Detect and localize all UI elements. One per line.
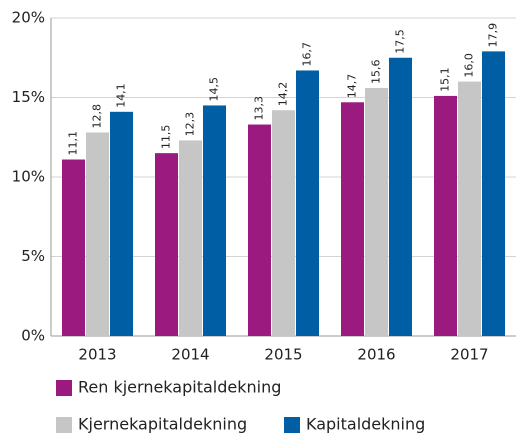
value-label: 14,1 — [115, 83, 128, 108]
legend-label: Kjernekapitaldekning — [78, 415, 247, 434]
bar — [296, 70, 319, 336]
value-label: 15,1 — [439, 67, 452, 92]
bar — [86, 132, 109, 336]
value-label: 12,3 — [184, 112, 197, 137]
bar — [62, 159, 85, 336]
legend-swatch — [284, 417, 300, 433]
y-tick-label: 15% — [12, 88, 45, 106]
legend-swatch — [56, 417, 72, 433]
bar — [110, 111, 133, 336]
bar — [272, 110, 295, 336]
y-tick-label: 0% — [21, 327, 45, 345]
bar — [434, 95, 457, 336]
x-tick-label: 2015 — [264, 346, 302, 364]
x-tick-label: 2014 — [171, 346, 209, 364]
value-label: 16,7 — [301, 42, 314, 67]
bar — [179, 140, 202, 336]
bar — [341, 102, 364, 337]
bar — [155, 153, 178, 336]
legend-swatch — [56, 380, 72, 396]
x-tick-label: 2017 — [450, 346, 488, 364]
value-label: 14,5 — [208, 77, 221, 102]
bar — [365, 87, 388, 337]
x-tick-label: 2016 — [357, 346, 395, 364]
value-label: 14,7 — [346, 74, 359, 99]
value-label: 11,1 — [67, 131, 80, 156]
legend-label: Kapitaldekning — [306, 415, 425, 434]
value-label: 14,2 — [277, 82, 290, 107]
value-label: 15,6 — [370, 59, 383, 84]
y-tick-label: 10% — [12, 168, 45, 186]
bar — [203, 105, 226, 336]
value-label: 13,3 — [253, 96, 266, 121]
value-label: 17,5 — [394, 29, 407, 54]
value-label: 16,0 — [463, 53, 476, 78]
bar — [389, 57, 412, 336]
y-tick-label: 5% — [21, 247, 45, 265]
y-tick-label: 20% — [12, 9, 45, 27]
bar — [248, 124, 271, 336]
bar — [482, 51, 505, 336]
bar — [458, 81, 481, 336]
value-label: 17,9 — [487, 23, 500, 48]
x-tick-label: 2013 — [78, 346, 116, 364]
legend-label: Ren kjernekapitaldekning — [78, 378, 281, 397]
value-label: 11,5 — [160, 125, 173, 150]
value-label: 12,8 — [91, 104, 104, 129]
